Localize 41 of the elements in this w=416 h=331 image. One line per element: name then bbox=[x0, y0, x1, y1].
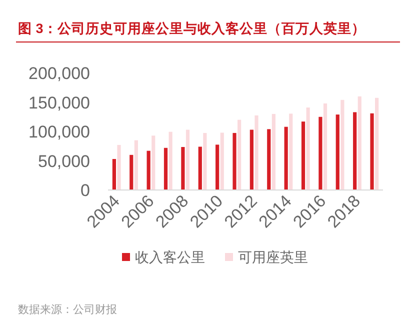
bar bbox=[220, 132, 224, 190]
bar bbox=[117, 144, 121, 190]
bar bbox=[267, 129, 271, 190]
bar bbox=[232, 132, 236, 190]
bar bbox=[284, 126, 288, 190]
bar bbox=[186, 130, 190, 190]
bar bbox=[301, 122, 306, 190]
bar bbox=[375, 98, 379, 190]
bar bbox=[336, 114, 340, 190]
bar bbox=[254, 115, 258, 190]
bar bbox=[146, 150, 150, 190]
bar bbox=[289, 114, 293, 190]
bar bbox=[130, 154, 134, 190]
bar bbox=[168, 132, 172, 190]
chart-title: 图 3：公司历史可用座公里与收入客公里（百万人英里） bbox=[18, 20, 366, 36]
y-tick-label: 150,000 bbox=[28, 93, 90, 112]
bar bbox=[306, 108, 310, 190]
bar bbox=[198, 146, 202, 190]
bar bbox=[250, 130, 254, 190]
y-tick-label: 100,000 bbox=[28, 122, 90, 142]
bar bbox=[272, 114, 276, 190]
source-note: 数据来源：公司财报 bbox=[18, 303, 117, 316]
bar bbox=[152, 136, 156, 190]
bar bbox=[323, 103, 328, 190]
bar bbox=[353, 112, 357, 190]
bar bbox=[358, 96, 362, 190]
bar bbox=[134, 140, 138, 190]
bar bbox=[164, 148, 168, 190]
legend-label: 可用座英里 bbox=[238, 249, 308, 265]
bar bbox=[340, 100, 344, 190]
y-tick-label: 0 bbox=[80, 181, 90, 200]
bar bbox=[216, 144, 220, 190]
bar bbox=[112, 158, 116, 190]
bar bbox=[238, 120, 242, 190]
y-tick-label: 50,000 bbox=[38, 152, 90, 171]
y-tick-label: 200,000 bbox=[28, 64, 90, 83]
bar bbox=[181, 147, 185, 190]
bar bbox=[370, 113, 374, 190]
legend-label: 收入客公里 bbox=[135, 249, 205, 265]
bar bbox=[203, 132, 207, 190]
bar bbox=[318, 116, 322, 190]
